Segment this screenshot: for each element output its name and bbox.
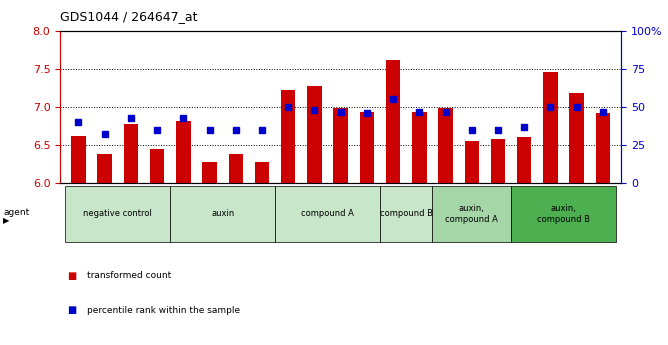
Text: negative control: negative control bbox=[84, 209, 152, 218]
Bar bbox=[98, 154, 112, 183]
Text: ■: ■ bbox=[67, 271, 76, 281]
Bar bbox=[491, 139, 505, 183]
Bar bbox=[255, 161, 269, 183]
Bar bbox=[386, 60, 400, 183]
Text: auxin,
compound A: auxin, compound A bbox=[446, 204, 498, 224]
Text: ■: ■ bbox=[67, 306, 76, 315]
Text: GDS1044 / 264647_at: GDS1044 / 264647_at bbox=[60, 10, 198, 23]
Bar bbox=[412, 112, 427, 183]
Bar bbox=[569, 93, 584, 183]
Bar bbox=[596, 113, 610, 183]
Bar bbox=[150, 149, 164, 183]
Bar bbox=[438, 108, 453, 183]
Bar bbox=[202, 162, 217, 183]
Bar bbox=[464, 141, 479, 183]
Bar bbox=[124, 124, 138, 183]
Text: transformed count: transformed count bbox=[87, 272, 171, 280]
Text: ▶: ▶ bbox=[3, 216, 10, 225]
Bar bbox=[543, 72, 558, 183]
Text: compound A: compound A bbox=[301, 209, 354, 218]
Bar bbox=[359, 112, 374, 183]
Text: compound B: compound B bbox=[379, 209, 433, 218]
Bar bbox=[281, 90, 295, 183]
Bar bbox=[228, 154, 243, 183]
Text: percentile rank within the sample: percentile rank within the sample bbox=[87, 306, 240, 315]
Bar bbox=[307, 86, 322, 183]
Bar bbox=[176, 121, 190, 183]
Bar bbox=[71, 136, 86, 183]
Bar bbox=[333, 108, 348, 183]
Text: agent: agent bbox=[3, 208, 29, 217]
Text: auxin,
compound B: auxin, compound B bbox=[537, 204, 590, 224]
Text: auxin: auxin bbox=[211, 209, 234, 218]
Bar bbox=[517, 137, 532, 183]
